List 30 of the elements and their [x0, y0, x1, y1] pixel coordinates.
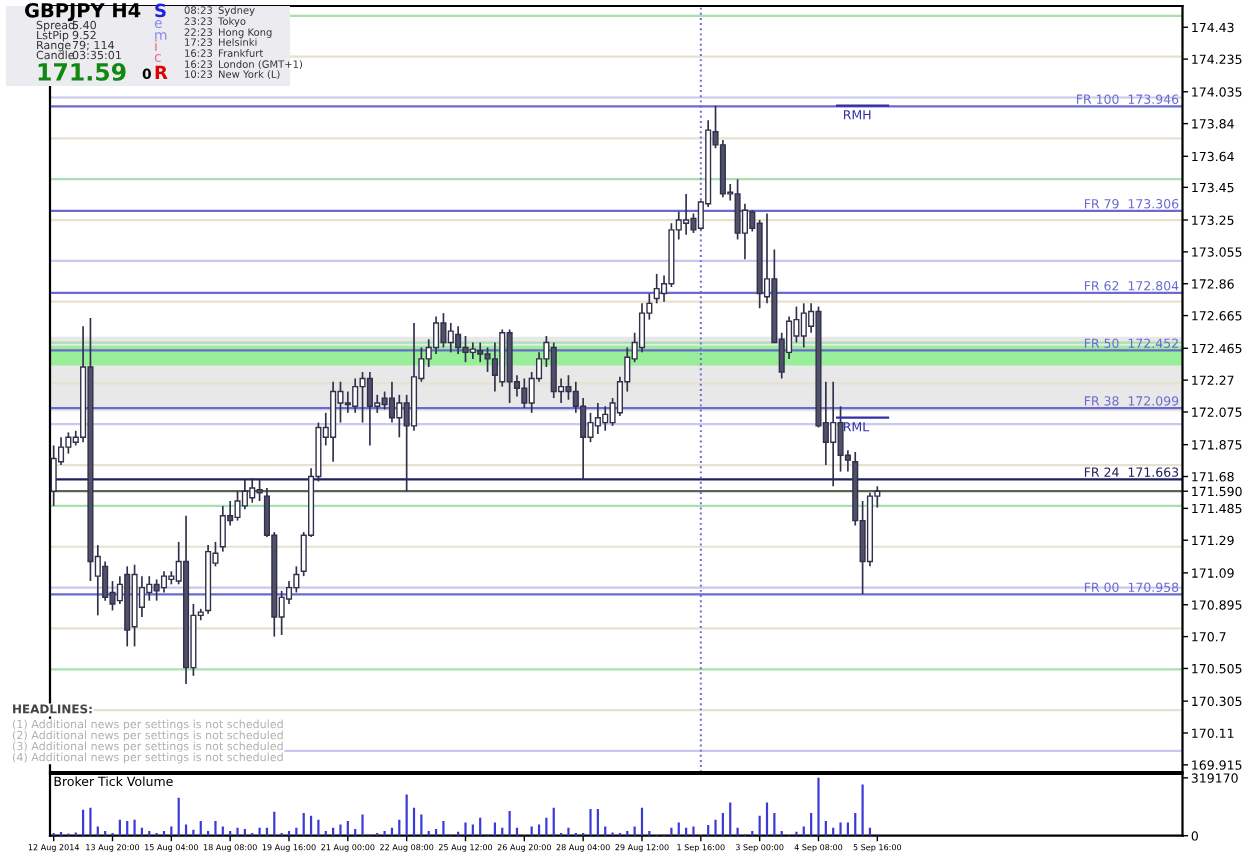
candlestick — [366, 371, 373, 447]
candlestick — [653, 273, 660, 305]
candlestick — [550, 341, 557, 399]
candlestick — [565, 374, 572, 401]
candlestick — [330, 380, 337, 463]
candlestick — [352, 377, 359, 414]
candlestick — [602, 405, 609, 432]
candlestick — [477, 341, 484, 363]
candlestick — [830, 380, 837, 488]
annotation: R — [155, 65, 168, 79]
candlestick — [683, 193, 690, 236]
candlestick — [249, 477, 256, 504]
candlestick — [153, 578, 160, 602]
candlestick — [219, 505, 226, 553]
candlestick — [50, 444, 57, 507]
candlestick — [396, 393, 403, 439]
candlestick — [638, 302, 646, 354]
candlestick — [359, 371, 366, 424]
candlestick — [455, 325, 462, 355]
candlestick — [160, 570, 168, 594]
candlestick — [344, 390, 351, 414]
candlestick — [440, 312, 447, 349]
annotation: 171.59 — [38, 63, 126, 81]
candlestick — [594, 402, 601, 435]
candlestick — [800, 302, 807, 349]
annotation: S — [155, 3, 166, 18]
candlestick — [447, 322, 454, 354]
candlestick — [241, 478, 248, 511]
candlestick — [587, 411, 594, 444]
candlestick — [521, 377, 528, 409]
